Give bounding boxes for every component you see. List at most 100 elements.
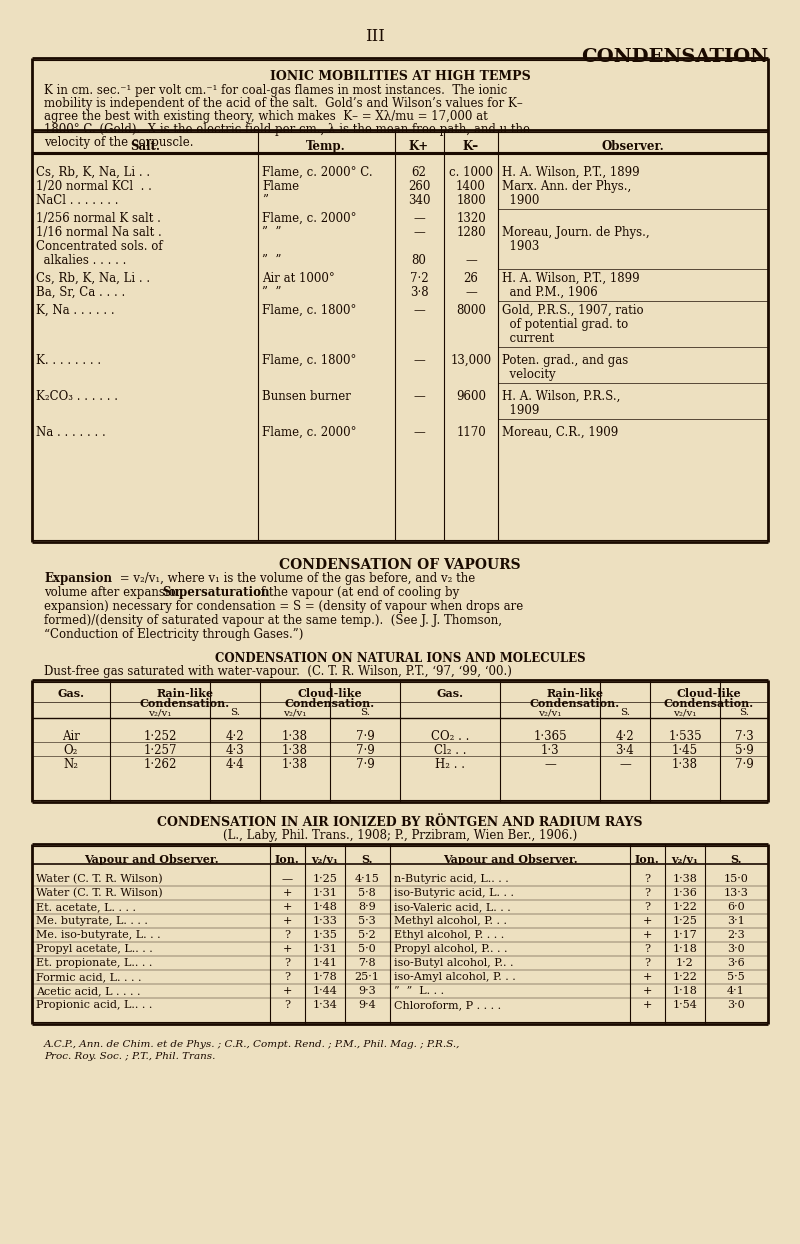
Text: Cloud-like: Cloud-like bbox=[298, 688, 362, 699]
Text: CONDENSATION IN AIR IONIZED BY RÖNTGEN AND RADIUM RAYS: CONDENSATION IN AIR IONIZED BY RÖNTGEN A… bbox=[158, 816, 642, 829]
Text: S.: S. bbox=[739, 708, 749, 717]
Text: Dust-free gas saturated with water-vapour.  (C. T. R. Wilson, P.T., ‘97, ‘99, ‘0: Dust-free gas saturated with water-vapou… bbox=[44, 666, 512, 678]
Text: volume after expansion.: volume after expansion. bbox=[44, 586, 194, 600]
Text: Ion.: Ion. bbox=[634, 853, 659, 865]
Text: 1170: 1170 bbox=[456, 425, 486, 439]
Text: Observer.: Observer. bbox=[602, 141, 664, 153]
Text: Propyl alcohol, P.. . .: Propyl alcohol, P.. . . bbox=[394, 944, 507, 954]
Text: Gas.: Gas. bbox=[437, 688, 463, 699]
Text: Flame, c. 1800°: Flame, c. 1800° bbox=[262, 355, 356, 367]
Text: 1/16 normal Na salt .: 1/16 normal Na salt . bbox=[36, 226, 162, 239]
Text: 80: 80 bbox=[411, 254, 426, 267]
Text: K in cm. sec.⁻¹ per volt cm.⁻¹ for coal-gas flames in most instances.  The ionic: K in cm. sec.⁻¹ per volt cm.⁻¹ for coal-… bbox=[44, 85, 507, 97]
Text: Flame, c. 1800°: Flame, c. 1800° bbox=[262, 304, 356, 317]
Text: +: + bbox=[642, 931, 652, 940]
Text: ”: ” bbox=[262, 194, 268, 207]
Text: 2·3: 2·3 bbox=[727, 931, 745, 940]
Text: 1·535: 1·535 bbox=[668, 730, 702, 743]
Text: Expansion: Expansion bbox=[44, 572, 112, 585]
Text: 1·31: 1·31 bbox=[313, 888, 338, 898]
Text: 5·2: 5·2 bbox=[358, 931, 376, 940]
Text: Cl₂ . .: Cl₂ . . bbox=[434, 744, 466, 758]
Text: 15·0: 15·0 bbox=[723, 875, 749, 884]
Text: Et. acetate, L. . . .: Et. acetate, L. . . . bbox=[36, 902, 136, 912]
Text: Marx. Ann. der Phys.,: Marx. Ann. der Phys., bbox=[502, 180, 631, 193]
Text: 1·18: 1·18 bbox=[673, 986, 698, 996]
Text: 4·2: 4·2 bbox=[226, 730, 244, 743]
Text: 1·38: 1·38 bbox=[282, 744, 308, 758]
Text: CONDENSATION: CONDENSATION bbox=[581, 49, 768, 66]
Text: 1·48: 1·48 bbox=[313, 902, 338, 912]
Text: ?: ? bbox=[284, 931, 290, 940]
Text: —: — bbox=[282, 875, 293, 884]
Text: = v₂/v₁, where v₁ is the volume of the gas before, and v₂ the: = v₂/v₁, where v₁ is the volume of the g… bbox=[116, 572, 475, 585]
Text: K₂CO₃ . . . . . .: K₂CO₃ . . . . . . bbox=[36, 391, 118, 403]
Text: Rain-like: Rain-like bbox=[546, 688, 603, 699]
Text: —: — bbox=[413, 304, 425, 317]
Text: 1·44: 1·44 bbox=[313, 986, 338, 996]
Text: Vapour and Observer.: Vapour and Observer. bbox=[442, 853, 578, 865]
Text: 1·3: 1·3 bbox=[541, 744, 559, 758]
Text: ?: ? bbox=[644, 902, 650, 912]
Text: —: — bbox=[544, 758, 556, 771]
Text: Water (C. T. R. Wilson): Water (C. T. R. Wilson) bbox=[36, 875, 162, 884]
Text: K. . . . . . . .: K. . . . . . . . bbox=[36, 355, 101, 367]
Text: 1·365: 1·365 bbox=[533, 730, 567, 743]
Text: 260: 260 bbox=[408, 180, 430, 193]
Text: ”  ”: ” ” bbox=[262, 286, 282, 299]
Text: v₂/v₁: v₂/v₁ bbox=[311, 853, 338, 865]
Text: 1·78: 1·78 bbox=[313, 972, 338, 982]
Text: —: — bbox=[413, 355, 425, 367]
Text: 5·9: 5·9 bbox=[734, 744, 754, 758]
Text: of potential grad. to: of potential grad. to bbox=[502, 318, 628, 331]
Text: 340: 340 bbox=[408, 194, 430, 207]
Text: ?: ? bbox=[644, 944, 650, 954]
Text: “Conduction of Electricity through Gases.”): “Conduction of Electricity through Gases… bbox=[44, 628, 303, 641]
Text: 7·9: 7·9 bbox=[356, 758, 374, 771]
Text: Vapour and Observer.: Vapour and Observer. bbox=[84, 853, 218, 865]
Text: iso-Valeric acid, L. . .: iso-Valeric acid, L. . . bbox=[394, 902, 510, 912]
Text: 1·33: 1·33 bbox=[313, 916, 338, 926]
Text: CONDENSATION OF VAPOURS: CONDENSATION OF VAPOURS bbox=[279, 559, 521, 572]
Text: +: + bbox=[642, 972, 652, 982]
Text: and P.M., 1906: and P.M., 1906 bbox=[502, 286, 598, 299]
Text: formed)/(density of saturated vapour at the same temp.).  (See J. J. Thomson,: formed)/(density of saturated vapour at … bbox=[44, 615, 502, 627]
Text: +: + bbox=[642, 986, 652, 996]
Text: v₂/v₁: v₂/v₁ bbox=[148, 708, 172, 717]
Text: 1320: 1320 bbox=[456, 211, 486, 225]
Text: expansion) necessary for condensation = S = (density of vapour when drops are: expansion) necessary for condensation = … bbox=[44, 600, 523, 613]
Text: current: current bbox=[502, 332, 554, 345]
Text: 1·38: 1·38 bbox=[282, 758, 308, 771]
Text: 1900: 1900 bbox=[502, 194, 539, 207]
Text: 6·0: 6·0 bbox=[727, 902, 745, 912]
Text: v₂/v₁: v₂/v₁ bbox=[671, 853, 698, 865]
Text: 1800° C. (Gold).  X is the electric field per cm., λ is the mean free path, and : 1800° C. (Gold). X is the electric field… bbox=[44, 123, 530, 136]
Text: Ba, Sr, Ca . . . .: Ba, Sr, Ca . . . . bbox=[36, 286, 126, 299]
Text: mobility is independent of the acid of the salt.  Gold’s and Wilson’s values for: mobility is independent of the acid of t… bbox=[44, 97, 522, 109]
Text: ?: ? bbox=[644, 888, 650, 898]
Text: Supersaturation: Supersaturation bbox=[162, 586, 270, 600]
Text: 26: 26 bbox=[463, 272, 478, 285]
Text: S.: S. bbox=[360, 708, 370, 717]
Text: 7·9: 7·9 bbox=[356, 730, 374, 743]
Text: Cs, Rb, K, Na, Li . .: Cs, Rb, K, Na, Li . . bbox=[36, 272, 150, 285]
Text: 9·3: 9·3 bbox=[358, 986, 376, 996]
Text: 1909: 1909 bbox=[502, 404, 539, 417]
Text: 1·17: 1·17 bbox=[673, 931, 698, 940]
Text: Propyl acetate, L.. . .: Propyl acetate, L.. . . bbox=[36, 944, 153, 954]
Text: n-Butyric acid, L.. . .: n-Butyric acid, L.. . . bbox=[394, 875, 509, 884]
Text: H₂ . .: H₂ . . bbox=[435, 758, 465, 771]
Text: K–: K– bbox=[463, 141, 479, 153]
Text: v₂/v₁: v₂/v₁ bbox=[283, 708, 306, 717]
Text: 1·25: 1·25 bbox=[313, 875, 338, 884]
Text: Condensation.: Condensation. bbox=[530, 698, 620, 709]
Text: Air at 1000°: Air at 1000° bbox=[262, 272, 334, 285]
Text: 3·4: 3·4 bbox=[616, 744, 634, 758]
Text: v₂/v₁: v₂/v₁ bbox=[538, 708, 562, 717]
Text: 1·36: 1·36 bbox=[673, 888, 698, 898]
Text: Flame: Flame bbox=[262, 180, 299, 193]
Text: 3·0: 3·0 bbox=[727, 944, 745, 954]
Text: 1·257: 1·257 bbox=[143, 744, 177, 758]
Text: Moreau, Journ. de Phys.,: Moreau, Journ. de Phys., bbox=[502, 226, 650, 239]
Text: —: — bbox=[413, 391, 425, 403]
